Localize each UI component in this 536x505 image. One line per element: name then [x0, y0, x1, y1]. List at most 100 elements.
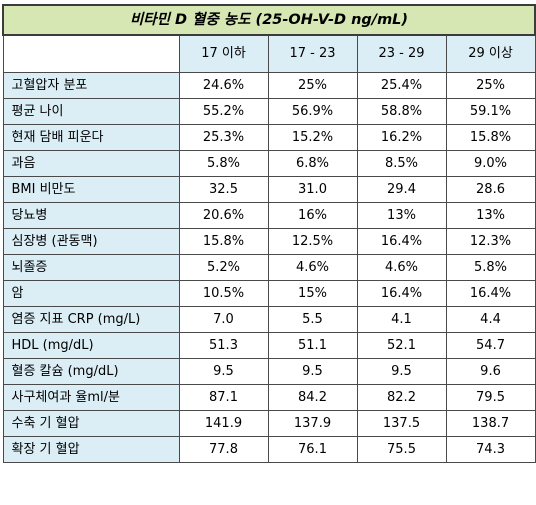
table-cell: 84.2 [267, 384, 358, 411]
table-cell: 16.4% [356, 228, 447, 255]
table-cell: 4.6% [356, 254, 447, 281]
table-row: 혈증 칼슘 (mg/dL) 9.5 9.5 9.5 9.6 [2, 358, 536, 385]
row-label: 고혈압자 분포 [2, 72, 180, 99]
table-cell: 5.8% [178, 150, 269, 177]
table-cell: 31.0 [267, 176, 358, 203]
table-row: 현재 담배 피운다 25.3% 15.2% 16.2% 15.8% [2, 124, 536, 151]
row-label: 심장병 (관동맥) [2, 228, 180, 255]
table-row: 암 10.5% 15% 16.4% 16.4% [2, 280, 536, 307]
table-row: 뇌졸증 5.2% 4.6% 4.6% 5.8% [2, 254, 536, 281]
table-cell: 9.5 [356, 358, 447, 385]
table-row: 심장병 (관동맥) 15.8% 12.5% 16.4% 12.3% [2, 228, 536, 255]
table-cell: 58.8% [356, 98, 447, 125]
title-row: 비타민 D 혈중 농도 (25-OH-V-D ng/mL) [1, 4, 536, 36]
table-cell: 82.2 [356, 384, 447, 411]
table-cell: 51.3 [178, 332, 269, 359]
table-cell: 24.6% [178, 72, 269, 99]
row-label: 확장 기 혈압 [2, 436, 180, 463]
table-cell: 15.2% [267, 124, 358, 151]
table-cell: 55.2% [178, 98, 269, 125]
table-cell: 4.4 [445, 306, 536, 333]
table-cell: 12.5% [267, 228, 358, 255]
table-cell: 76.1 [267, 436, 358, 463]
table-cell: 13% [445, 202, 536, 229]
row-label: 평균 나이 [2, 98, 180, 125]
table-cell: 9.5 [178, 358, 269, 385]
row-label: 암 [2, 280, 180, 307]
table-cell: 79.5 [445, 384, 536, 411]
row-label: 현재 담배 피운다 [2, 124, 180, 151]
table-row: BMI 비만도 32.5 31.0 29.4 28.6 [2, 176, 536, 203]
table-cell: 15.8% [445, 124, 536, 151]
table-title: 비타민 D 혈중 농도 (25-OH-V-D ng/mL) [1, 4, 536, 36]
table-cell: 56.9% [267, 98, 358, 125]
row-label: 과음 [2, 150, 180, 177]
corner-cell [2, 34, 180, 73]
table-cell: 25.3% [178, 124, 269, 151]
header-row: 17 이하 17 - 23 23 - 29 29 이상 [2, 34, 536, 73]
table-cell: 141.9 [178, 410, 269, 437]
table-cell: 59.1% [445, 98, 536, 125]
row-label: 당뇨병 [2, 202, 180, 229]
table-cell: 137.5 [356, 410, 447, 437]
table-cell: 28.6 [445, 176, 536, 203]
table-row: 과음 5.8% 6.8% 8.5% 9.0% [2, 150, 536, 177]
table-cell: 4.6% [267, 254, 358, 281]
table-cell: 137.9 [267, 410, 358, 437]
row-label: 혈증 칼슘 (mg/dL) [2, 358, 180, 385]
table-cell: 16.4% [356, 280, 447, 307]
table-cell: 9.6 [445, 358, 536, 385]
table-cell: 77.8 [178, 436, 269, 463]
table-cell: 16.2% [356, 124, 447, 151]
table-row: 사구체여과 율ml/분 87.1 84.2 82.2 79.5 [2, 384, 536, 411]
table-cell: 5.5 [267, 306, 358, 333]
column-header: 23 - 29 [356, 34, 447, 73]
table-row: HDL (mg/dL) 51.3 51.1 52.1 54.7 [2, 332, 536, 359]
table-cell: 32.5 [178, 176, 269, 203]
table-row: 평균 나이 55.2% 56.9% 58.8% 59.1% [2, 98, 536, 125]
table-cell: 4.1 [356, 306, 447, 333]
table-cell: 9.0% [445, 150, 536, 177]
table-cell: 15% [267, 280, 358, 307]
table-cell: 74.3 [445, 436, 536, 463]
table-cell: 25% [445, 72, 536, 99]
table-cell: 5.2% [178, 254, 269, 281]
table-row: 수축 기 혈압 141.9 137.9 137.5 138.7 [2, 410, 536, 437]
table-row: 염증 지표 CRP (mg/L) 7.0 5.5 4.1 4.4 [2, 306, 536, 333]
table-cell: 138.7 [445, 410, 536, 437]
column-header: 29 이상 [445, 34, 536, 73]
table-row: 확장 기 혈압 77.8 76.1 75.5 74.3 [2, 436, 536, 463]
table-cell: 87.1 [178, 384, 269, 411]
table-cell: 12.3% [445, 228, 536, 255]
table-cell: 51.1 [267, 332, 358, 359]
row-label: 사구체여과 율ml/분 [2, 384, 180, 411]
table-cell: 16.4% [445, 280, 536, 307]
table-cell: 25.4% [356, 72, 447, 99]
table-row: 당뇨병 20.6% 16% 13% 13% [2, 202, 536, 229]
row-label: BMI 비만도 [2, 176, 180, 203]
table-cell: 54.7 [445, 332, 536, 359]
table-cell: 13% [356, 202, 447, 229]
vitamin-d-table-container: 비타민 D 혈중 농도 (25-OH-V-D ng/mL) 17 이하 17 -… [1, 4, 536, 463]
table-cell: 6.8% [267, 150, 358, 177]
table-cell: 20.6% [178, 202, 269, 229]
column-header: 17 이하 [178, 34, 269, 73]
table-cell: 52.1 [356, 332, 447, 359]
row-label: HDL (mg/dL) [2, 332, 180, 359]
table-cell: 25% [267, 72, 358, 99]
table-cell: 5.8% [445, 254, 536, 281]
table-cell: 16% [267, 202, 358, 229]
table-cell: 10.5% [178, 280, 269, 307]
row-label: 수축 기 혈압 [2, 410, 180, 437]
row-label: 뇌졸증 [2, 254, 180, 281]
table-cell: 75.5 [356, 436, 447, 463]
table-cell: 29.4 [356, 176, 447, 203]
vitamin-d-table: 비타민 D 혈중 농도 (25-OH-V-D ng/mL) 17 이하 17 -… [1, 4, 536, 463]
table-cell: 9.5 [267, 358, 358, 385]
table-cell: 8.5% [356, 150, 447, 177]
column-header: 17 - 23 [267, 34, 358, 73]
row-label: 염증 지표 CRP (mg/L) [2, 306, 180, 333]
table-row: 고혈압자 분포 24.6% 25% 25.4% 25% [2, 72, 536, 99]
table-cell: 7.0 [178, 306, 269, 333]
table-cell: 15.8% [178, 228, 269, 255]
